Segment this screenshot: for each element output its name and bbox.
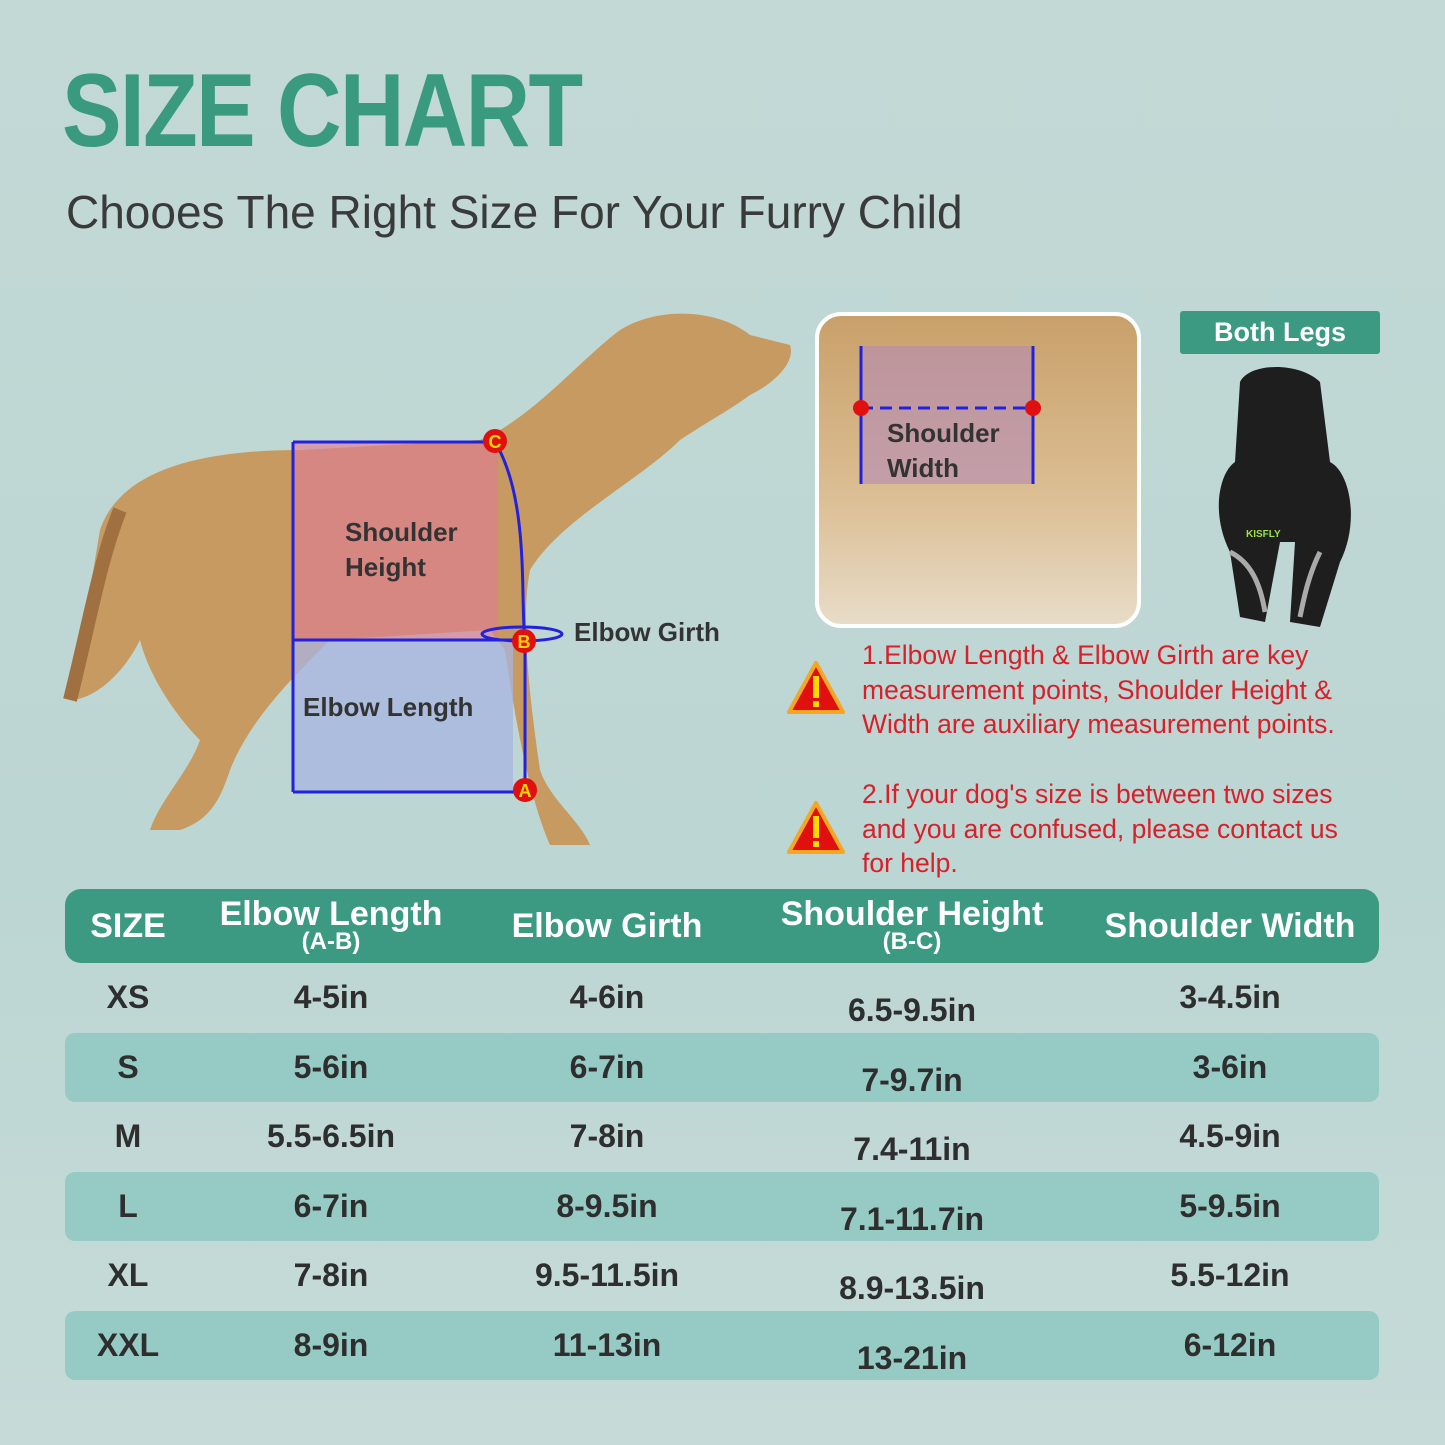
measurement-cell: 5-9.5in	[1081, 1171, 1379, 1241]
size-cell: L	[65, 1171, 191, 1241]
shoulder-height-overlay	[293, 442, 498, 640]
measurement-cell: 6-7in	[191, 1171, 471, 1241]
note-2: 2.If your dog's size is between two size…	[862, 779, 1338, 878]
measurement-cell: 7.4-11in	[853, 1131, 971, 1168]
warning-icon	[787, 661, 845, 714]
shoulder-width-label: Shoulder Width	[887, 418, 1000, 483]
col-size: SIZE	[65, 889, 191, 963]
size-cell: XL	[107, 1257, 149, 1294]
measurement-cell: 5-6in	[191, 1032, 471, 1102]
table-row: S 5-6in 6-7in 7-9.7in 3-6in	[65, 1032, 1379, 1102]
shoulder-width-photo: Shoulder Width	[815, 312, 1141, 628]
elbow-girth-label: Elbow Girth	[574, 617, 720, 647]
page-subtitle: Chooes The Right Size For Your Furry Chi…	[66, 186, 963, 238]
measurement-cell: 4-6in	[569, 979, 645, 1016]
measurement-cell: 6-12in	[1081, 1310, 1379, 1380]
col-elbow-length: Elbow Length (A-B)	[191, 889, 471, 963]
measurement-cell: 4-5in	[293, 979, 369, 1016]
svg-text:B: B	[518, 632, 531, 652]
measurement-cell: 4.5-9in	[1179, 1118, 1281, 1155]
measurement-cell: 6-7in	[471, 1032, 743, 1102]
measurement-cell: 8.9-13.5in	[839, 1270, 985, 1307]
both-legs-badge: Both Legs	[1180, 311, 1380, 354]
svg-text:A: A	[519, 781, 532, 801]
elbow-length-overlay	[293, 640, 513, 792]
size-cell: S	[65, 1032, 191, 1102]
shoulder-height-label: Shoulder Height	[345, 517, 458, 582]
measurement-cell: 11-13in	[471, 1310, 743, 1380]
table-header: SIZE Elbow Length (A-B) Elbow Girth Shoul…	[65, 889, 1379, 963]
page-title: SIZE CHART	[62, 53, 583, 169]
size-cell: M	[114, 1118, 142, 1155]
measurement-cell: 3-6in	[1081, 1032, 1379, 1102]
svg-text:C: C	[489, 432, 502, 452]
measurement-cell: 6.5-9.5in	[847, 992, 977, 1029]
point-a: A	[513, 778, 537, 802]
dog-illustration: C B A	[63, 313, 791, 845]
size-cell: XS	[106, 979, 150, 1016]
measurement-cell: 5.5-6.5in	[266, 1118, 396, 1155]
measurement-cell: 3-4.5in	[1179, 979, 1281, 1016]
elbow-length-label: Elbow Length	[303, 692, 474, 722]
point-c: C	[483, 429, 507, 453]
measurement-cell: 7-8in	[293, 1257, 369, 1294]
table-row: M 5.5-6.5in 7-8in 7.4-11in 4.5-9in	[65, 1102, 1379, 1172]
table-row: XL 7-8in 9.5-11.5in 8.9-13.5in 5.5-12in	[65, 1241, 1379, 1311]
measurement-cell: 7.1-11.7in	[743, 1171, 1081, 1241]
point-b: B	[512, 629, 536, 653]
table-row: XXL 8-9in 11-13in 13-21in 6-12in	[65, 1310, 1379, 1380]
table-row: XS 4-5in 4-6in 6.5-9.5in 3-4.5in	[65, 963, 1379, 1033]
measurement-cell: 13-21in	[743, 1310, 1081, 1380]
warning-icon	[787, 801, 845, 854]
col-elbow-girth: Elbow Girth	[471, 889, 743, 963]
kisfly-logo: KISFLY	[1246, 529, 1281, 540]
size-cell: XXL	[65, 1310, 191, 1380]
measurement-cell: 7-9.7in	[743, 1032, 1081, 1102]
table-row: L 6-7in 8-9.5in 7.1-11.7in 5-9.5in	[65, 1171, 1379, 1241]
note-1: 1.Elbow Length & Elbow Girth are key meas…	[862, 640, 1335, 739]
measurement-cell: 8-9in	[191, 1310, 471, 1380]
col-shoulder-height: Shoulder Height (B-C)	[743, 889, 1081, 963]
measurement-cell: 7-8in	[569, 1118, 645, 1155]
measurement-cell: 8-9.5in	[471, 1171, 743, 1241]
measurement-cell: 5.5-12in	[1170, 1257, 1290, 1294]
measurement-cell: 9.5-11.5in	[534, 1257, 680, 1294]
dog-measurement-diagram: C B A Shoulder Height Elbow Girth Elbow L…	[60, 300, 810, 870]
col-shoulder-width: Shoulder Width	[1081, 889, 1379, 963]
product-image: KISFLY	[1210, 362, 1360, 632]
size-table: SIZE Elbow Length (A-B) Elbow Girth Shoul…	[65, 889, 1379, 1380]
